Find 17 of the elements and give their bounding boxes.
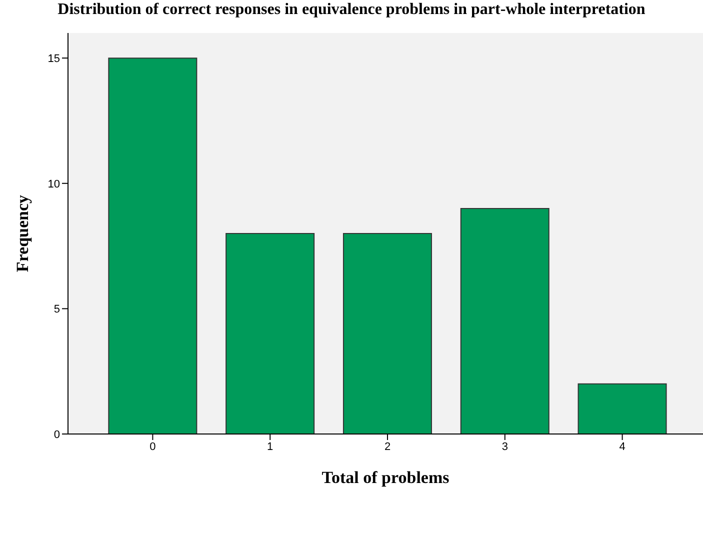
y-axis-title: Frequency bbox=[13, 194, 32, 272]
x-tick-label: 0 bbox=[150, 440, 156, 453]
x-tick-label: 3 bbox=[502, 440, 508, 453]
x-tick-label: 4 bbox=[619, 440, 626, 453]
bar bbox=[342, 233, 432, 434]
y-tick-label: 5 bbox=[54, 304, 60, 316]
bar bbox=[460, 208, 550, 434]
x-tick-label: 2 bbox=[384, 440, 391, 453]
x-axis-title: Total of problems bbox=[322, 468, 450, 487]
bar bbox=[578, 383, 667, 434]
chart-title: Distribution of correct responses in equivalence problems in part-whole interpretation bbox=[56, 0, 646, 19]
bar bbox=[108, 58, 198, 434]
y-tick-label: 15 bbox=[48, 52, 60, 65]
bar bbox=[226, 233, 315, 434]
y-tick-label: 10 bbox=[48, 178, 60, 190]
x-tick-label: 1 bbox=[267, 440, 274, 453]
y-tick-label: 0 bbox=[54, 428, 60, 441]
